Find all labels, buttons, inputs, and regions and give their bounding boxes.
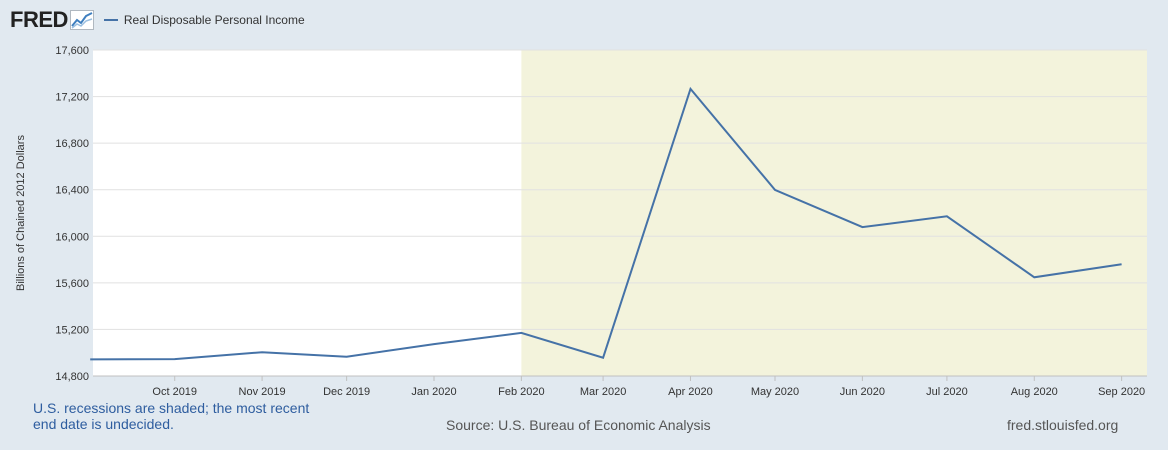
recession-note: U.S. recessions are shaded; the most rec… — [33, 400, 310, 432]
source-text: Source: U.S. Bureau of Economic Analysis — [446, 417, 711, 433]
series-line-real-disposable-personal-income — [90, 86, 1122, 361]
x-tick-label: Jan 2020 — [411, 386, 456, 398]
line-chart: 14,800 15,200 15,600 16,000 16,400 16,800 17,2… — [15, 45, 1147, 398]
recession-shading — [521, 50, 1147, 376]
fred-logo[interactable]: FRED — [10, 7, 68, 32]
line-chart-icon — [69, 10, 94, 30]
y-tick-label: 16,400 — [55, 185, 89, 197]
x-tick-label: May 2020 — [751, 386, 799, 398]
y-tick-label: 15,600 — [55, 278, 89, 290]
x-tick-label: Feb 2020 — [498, 386, 544, 398]
x-tick-label: Nov 2019 — [239, 386, 286, 398]
legend[interactable]: Real Disposable Personal Income — [103, 13, 305, 27]
y-tick-label: 17,200 — [55, 92, 89, 104]
y-axis-label: Billions of Chained 2012 Dollars — [15, 135, 27, 291]
y-tick-label: 16,000 — [55, 231, 89, 243]
x-tick-label: Dec 2019 — [323, 386, 370, 398]
chart-header: FRED Real Disposable Personal Income — [10, 6, 305, 34]
x-tick-label: Jun 2020 — [840, 386, 885, 398]
y-tick-label: 15,200 — [55, 324, 89, 336]
x-tick-label: Aug 2020 — [1011, 386, 1058, 398]
y-tick-label: 17,600 — [55, 45, 89, 57]
x-tick-label: Oct 2019 — [152, 386, 197, 398]
legend-label: Real Disposable Personal Income — [123, 13, 305, 27]
x-tick-label: Jul 2020 — [926, 386, 968, 398]
source-url[interactable]: fred.stlouisfed.org — [1007, 417, 1119, 433]
y-tick-label: 16,800 — [55, 138, 89, 150]
y-tick-label: 14,800 — [55, 371, 89, 383]
x-tick-label: Apr 2020 — [668, 386, 713, 398]
x-tick-label: Sep 2020 — [1098, 386, 1145, 398]
x-tick-label: Mar 2020 — [580, 386, 626, 398]
legend-swatch — [103, 19, 118, 21]
